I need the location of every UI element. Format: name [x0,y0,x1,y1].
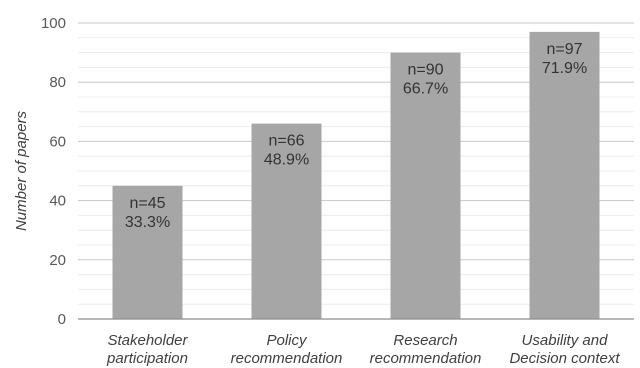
data-label: n=66 48.9% [264,133,309,169]
y-tick-label: 20 [49,252,66,269]
x-category-label: Stakeholder participation [106,332,188,367]
bar [112,185,183,319]
data-label: n=97 71.9% [542,41,587,77]
x-category-label: Policy recommendation [231,332,343,367]
y-tick-label: 60 [49,133,66,150]
x-category-label: Research recommendation [370,332,482,367]
bars: n=45 33.3% n=66 48.9% n=90 66.7% n=97 71.9% [112,31,600,319]
bar [529,31,600,319]
x-axis-labels: Stakeholder participation Policy recommenda… [106,332,620,367]
data-label: n=90 66.7% [403,62,448,98]
y-tick-label: 40 [49,193,66,210]
bar [390,52,461,319]
x-category-label: Usability and Decision context [509,332,620,367]
y-axis-title: Number of papers [13,110,30,231]
y-axis-ticks: 0 20 40 60 80 100 [41,15,66,328]
y-tick-label: 80 [49,74,66,91]
data-label: n=45 33.3% [125,195,170,231]
y-tick-label: 0 [58,311,66,328]
bar [251,123,322,319]
y-tick-label: 100 [41,15,66,32]
